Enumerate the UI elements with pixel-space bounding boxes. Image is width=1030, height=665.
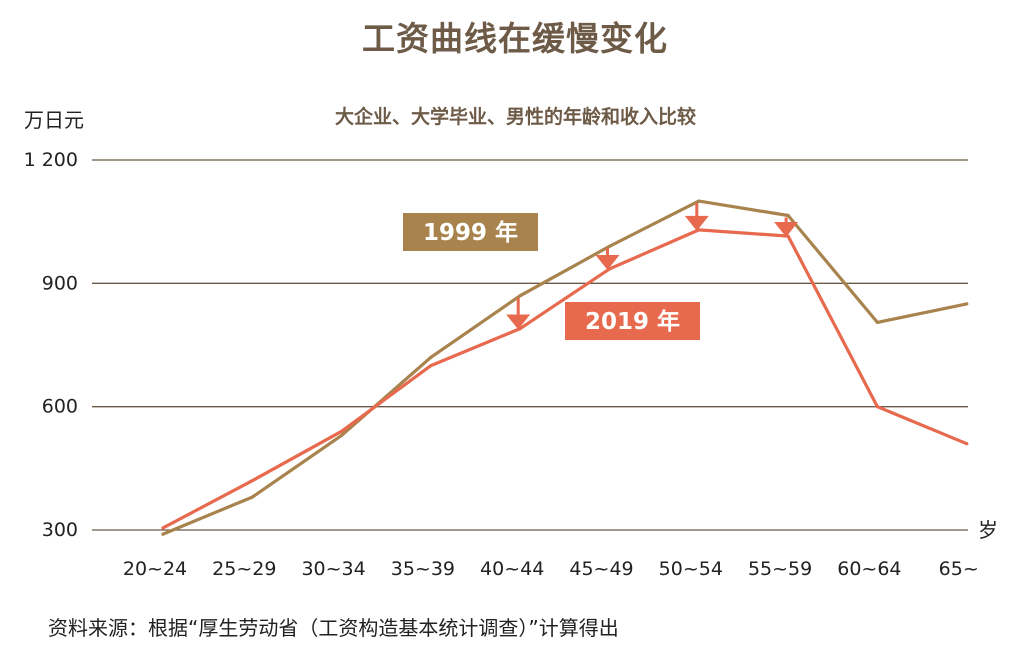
x-axis-unit: 岁 [978, 518, 998, 542]
x-tick-label: 45~49 [569, 558, 633, 580]
x-tick-label: 35~39 [391, 558, 455, 580]
data-point-1999 [786, 213, 790, 218]
data-point-2019 [340, 429, 344, 433]
y-tick-label: 300 [42, 519, 78, 541]
series-line-2019 [161, 228, 969, 530]
x-tick-label: 40~44 [480, 558, 544, 580]
x-tick-label: 50~54 [659, 558, 723, 580]
chart-subtitle: 大企业、大学毕业、男性的年龄和收入比较 [335, 106, 697, 128]
decline-arrow [684, 203, 709, 231]
x-tick-label: 60~64 [837, 558, 901, 580]
source-note: 资料来源：根据“厚生劳动省（工资构造基本统计调查）”计算得出 [48, 616, 619, 640]
x-tick-label: 65~ [939, 558, 979, 580]
data-point-2019 [965, 442, 969, 446]
data-point-1999 [429, 355, 433, 359]
decline-arrow [595, 248, 620, 270]
data-point-1999 [607, 244, 612, 248]
x-tick-label: 20~24 [123, 558, 187, 580]
x-tick-label: 30~34 [301, 558, 365, 580]
data-point-1999 [965, 302, 969, 306]
series-label-1999-box [403, 213, 538, 251]
data-point-1999 [875, 320, 880, 324]
decline-arrow [774, 217, 799, 238]
data-point-2019 [161, 526, 165, 530]
y-axis-unit: 万日元 [24, 108, 84, 132]
chart-title: 工资曲线在缓慢变化 [362, 19, 668, 58]
x-tick-label: 25~29 [212, 558, 276, 580]
y-tick-label: 600 [42, 396, 78, 418]
data-point-1999 [697, 199, 701, 203]
series-label-2019-box [565, 302, 700, 340]
data-point-2019 [250, 479, 254, 483]
data-point-2019 [429, 363, 433, 368]
series-line-1999 [161, 199, 969, 536]
series-label-2019: 2019 年 [585, 308, 680, 335]
data-point-1999 [340, 433, 344, 438]
data-point-1999 [250, 495, 254, 499]
data-point-1999 [161, 532, 165, 536]
x-tick-label: 55~59 [748, 558, 812, 580]
y-tick-label: 900 [42, 272, 78, 294]
y-tick-label: 1 200 [24, 149, 78, 171]
data-point-2019 [875, 405, 880, 409]
series-label-1999: 1999 年 [423, 219, 518, 246]
decline-arrow [506, 297, 531, 330]
data-point-1999 [518, 294, 522, 298]
